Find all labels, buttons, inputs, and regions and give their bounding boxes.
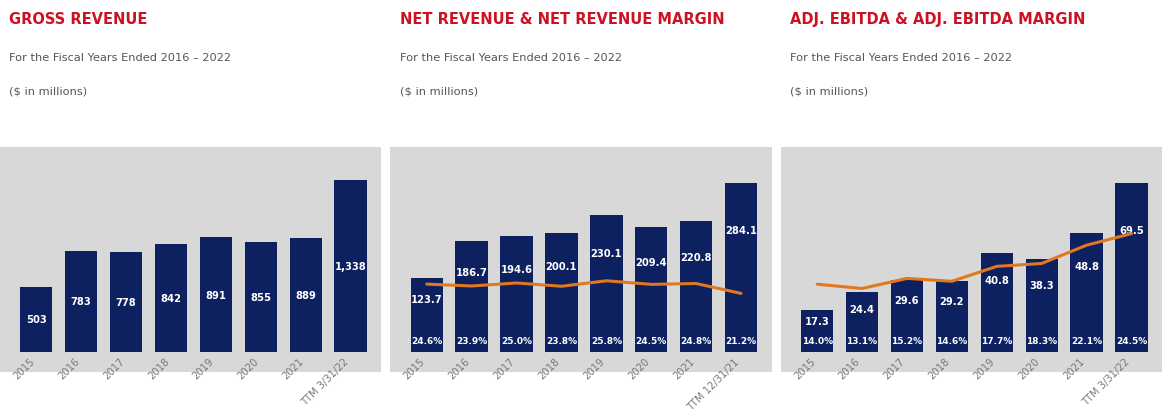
Text: GROSS REVENUE: GROSS REVENUE bbox=[9, 12, 148, 27]
Text: 48.8: 48.8 bbox=[1074, 262, 1099, 272]
Bar bbox=[245, 243, 277, 352]
Bar bbox=[110, 252, 142, 352]
Bar bbox=[636, 228, 667, 352]
Text: 220.8: 220.8 bbox=[681, 253, 712, 263]
Text: 17.3: 17.3 bbox=[805, 317, 830, 327]
Bar bbox=[590, 216, 623, 352]
Text: 38.3: 38.3 bbox=[1030, 280, 1054, 290]
Text: 24.4: 24.4 bbox=[849, 304, 875, 314]
Bar bbox=[155, 244, 187, 352]
Text: 194.6: 194.6 bbox=[501, 264, 532, 274]
Text: 29.6: 29.6 bbox=[895, 295, 919, 305]
Text: 29.2: 29.2 bbox=[940, 296, 964, 306]
Text: 40.8: 40.8 bbox=[984, 276, 1010, 286]
Bar bbox=[456, 241, 488, 352]
Text: 69.5: 69.5 bbox=[1119, 226, 1143, 236]
Text: 209.4: 209.4 bbox=[636, 258, 667, 267]
Text: 284.1: 284.1 bbox=[725, 226, 758, 236]
Bar bbox=[846, 293, 878, 352]
Text: 889: 889 bbox=[295, 290, 316, 300]
Text: 24.8%: 24.8% bbox=[681, 336, 712, 345]
Bar bbox=[501, 237, 532, 352]
Bar bbox=[680, 221, 712, 352]
Text: 855: 855 bbox=[250, 292, 271, 302]
Text: 14.6%: 14.6% bbox=[937, 336, 968, 345]
Text: 14.0%: 14.0% bbox=[802, 336, 833, 345]
Bar bbox=[335, 181, 367, 352]
Text: ($ in millions): ($ in millions) bbox=[9, 86, 87, 96]
Bar bbox=[289, 238, 322, 352]
Text: 778: 778 bbox=[116, 297, 136, 307]
Bar bbox=[410, 279, 443, 352]
Bar bbox=[935, 281, 968, 352]
Bar bbox=[1116, 184, 1148, 352]
Text: ($ in millions): ($ in millions) bbox=[400, 86, 478, 96]
Text: 17.7%: 17.7% bbox=[981, 336, 1012, 345]
Bar bbox=[20, 288, 52, 352]
Text: ($ in millions): ($ in millions) bbox=[790, 86, 868, 96]
Bar bbox=[65, 252, 98, 352]
Bar bbox=[1070, 234, 1103, 352]
Text: 123.7: 123.7 bbox=[411, 294, 443, 304]
Text: 25.0%: 25.0% bbox=[501, 336, 532, 345]
Text: 842: 842 bbox=[160, 293, 181, 303]
Bar bbox=[1026, 259, 1057, 352]
Text: 23.8%: 23.8% bbox=[546, 336, 578, 345]
Text: 24.5%: 24.5% bbox=[636, 336, 667, 345]
Text: 783: 783 bbox=[71, 297, 92, 307]
Text: 200.1: 200.1 bbox=[546, 262, 578, 272]
Text: 230.1: 230.1 bbox=[590, 249, 622, 259]
Text: 18.3%: 18.3% bbox=[1026, 336, 1057, 345]
Text: 22.1%: 22.1% bbox=[1071, 336, 1102, 345]
Text: 186.7: 186.7 bbox=[456, 267, 488, 277]
Text: For the Fiscal Years Ended 2016 – 2022: For the Fiscal Years Ended 2016 – 2022 bbox=[790, 53, 1012, 63]
Text: 503: 503 bbox=[26, 315, 46, 325]
Text: 23.9%: 23.9% bbox=[456, 336, 487, 345]
Bar bbox=[981, 253, 1013, 352]
Text: For the Fiscal Years Ended 2016 – 2022: For the Fiscal Years Ended 2016 – 2022 bbox=[9, 53, 231, 63]
Text: 891: 891 bbox=[206, 290, 227, 300]
Bar bbox=[801, 310, 833, 352]
Text: 25.8%: 25.8% bbox=[590, 336, 622, 345]
Bar bbox=[725, 184, 758, 352]
Text: NET REVENUE & NET REVENUE MARGIN: NET REVENUE & NET REVENUE MARGIN bbox=[400, 12, 724, 27]
Bar bbox=[891, 280, 923, 352]
Text: ADJ. EBITDA & ADJ. EBITDA MARGIN: ADJ. EBITDA & ADJ. EBITDA MARGIN bbox=[790, 12, 1085, 27]
Text: 21.2%: 21.2% bbox=[725, 336, 756, 345]
Text: 24.6%: 24.6% bbox=[411, 336, 443, 345]
Text: 1,338: 1,338 bbox=[335, 261, 366, 271]
Bar bbox=[200, 238, 232, 352]
Bar bbox=[545, 234, 578, 352]
Text: 15.2%: 15.2% bbox=[891, 336, 923, 345]
Text: 24.5%: 24.5% bbox=[1116, 336, 1147, 345]
Text: 13.1%: 13.1% bbox=[847, 336, 877, 345]
Text: For the Fiscal Years Ended 2016 – 2022: For the Fiscal Years Ended 2016 – 2022 bbox=[400, 53, 622, 63]
